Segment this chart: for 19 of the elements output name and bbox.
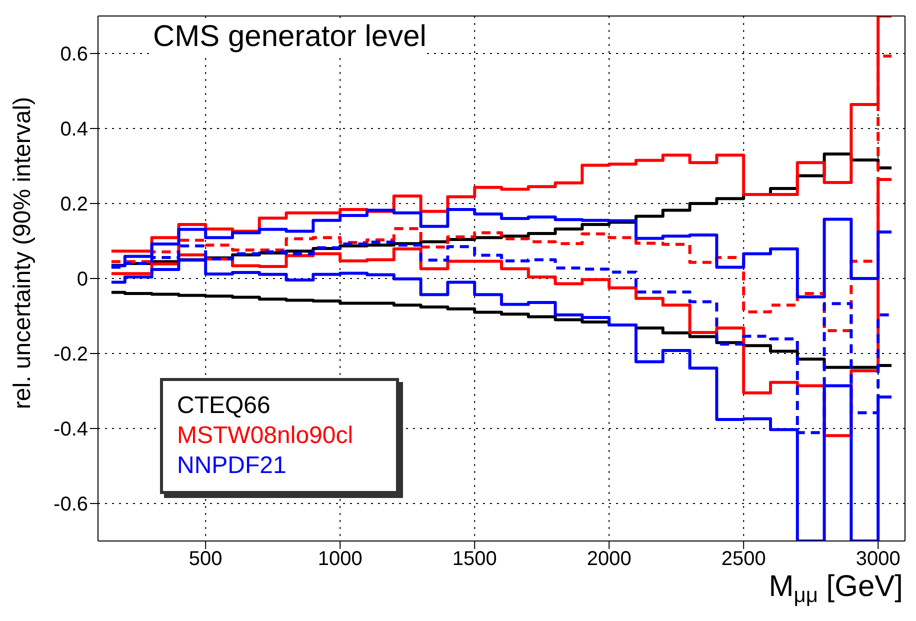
text: NNPDF21 [177, 451, 288, 481]
x-tick-label: 1500 [452, 548, 497, 570]
x-tick-label: 500 [188, 548, 222, 570]
y-tick-label: -0.6 [54, 494, 88, 516]
y-tick-label: 0.4 [60, 118, 88, 141]
chart-title: CMS generator level [153, 20, 426, 54]
y-tick-label: -0.4 [54, 418, 88, 441]
x-tick-label: 3000 [856, 548, 900, 570]
x-tick-label: 1000 [318, 548, 362, 570]
text: CTEQ66 [177, 391, 272, 421]
y-tick-label: 0.2 [60, 194, 88, 216]
x-tick-label: 2000 [586, 548, 632, 570]
x-tick-label: 2500 [721, 548, 766, 570]
y-tick-label: 0.6 [60, 44, 88, 66]
text: MSTW08nlo90cl [177, 421, 354, 451]
x-axis-title: M$_{μμ}$ [GeV] [768, 570, 903, 608]
y-tick-label: 0 [76, 268, 88, 291]
y-tick-label: -0.2 [54, 344, 88, 366]
y-axis-title: rel. uncertainty (90% interval) [9, 96, 36, 410]
